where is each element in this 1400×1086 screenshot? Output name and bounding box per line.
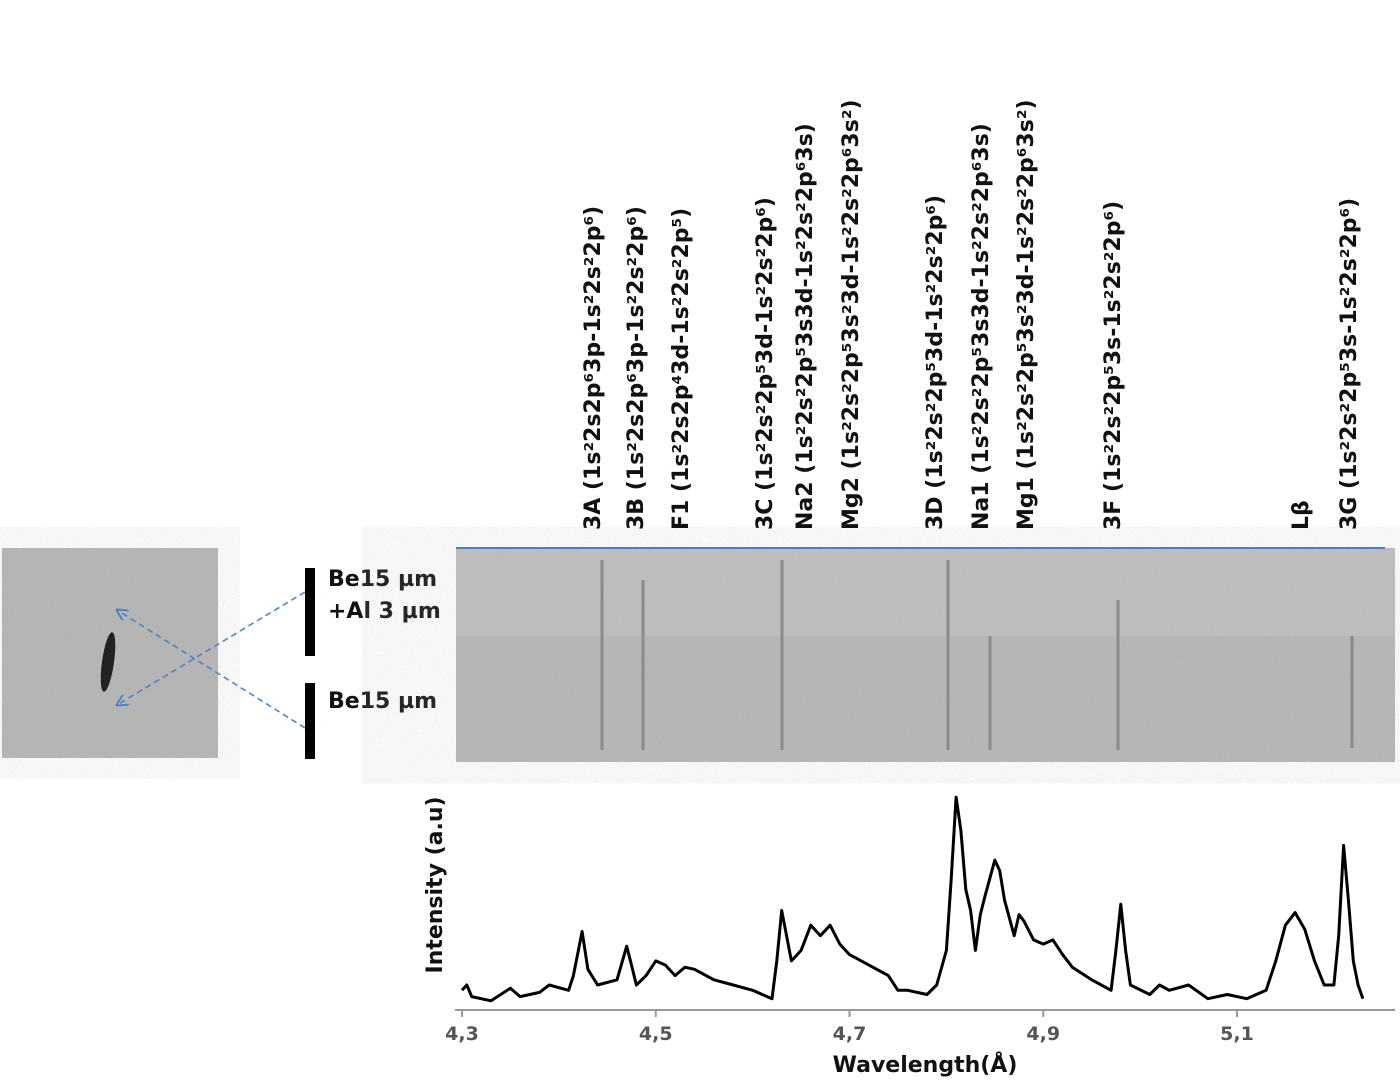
x-tick-label: 4,7 bbox=[833, 1023, 867, 1045]
line-label: 3D (1s²2s²2p⁵3d-1s²2s²2p⁶) bbox=[923, 195, 948, 530]
x-tick-label: 4,5 bbox=[639, 1023, 673, 1045]
filter-bar bbox=[305, 568, 315, 656]
filter-label: Be15 µm bbox=[328, 567, 437, 592]
arrows bbox=[117, 591, 306, 729]
filter-label: +Al 3 µm bbox=[328, 599, 441, 624]
y-axis-title: Intensity (a.u) bbox=[423, 796, 448, 973]
line-label: F1 (1s²2s2p⁴3d-1s²2s²2p⁵) bbox=[669, 208, 694, 530]
x-tick-label: 5,1 bbox=[1220, 1023, 1254, 1045]
pinhole-image bbox=[2, 548, 218, 758]
spectrogram bbox=[456, 547, 1395, 762]
x-tick-label: 4,3 bbox=[445, 1023, 479, 1045]
line-label: 3B (1s²2s2p⁶3p-1s²2s²2p⁶) bbox=[624, 206, 649, 530]
filter-bar bbox=[305, 683, 315, 759]
line-label: Na2 (1s²2s²2p⁵3s3d-1s²2s²2p⁶3s) bbox=[793, 123, 818, 530]
x-axis-title: Wavelength(Å) bbox=[833, 1052, 1018, 1078]
line-label: Mg2 (1s²2s²2p⁵3s²3d-1s²2s²2p⁶3s²) bbox=[839, 99, 864, 530]
line-label: 3A (1s²2s2p⁶3p-1s²2s²2p⁶) bbox=[581, 206, 606, 530]
spectrum-line bbox=[460, 795, 1365, 1003]
line-label: Na1 (1s²2s²2p⁵3s3d-1s²2s²2p⁶3s) bbox=[969, 123, 994, 530]
x-tick-label: 4,9 bbox=[1026, 1023, 1060, 1045]
line-label: 3F (1s²2s²2p⁵3s-1s²2s²2p⁶) bbox=[1101, 201, 1126, 530]
line-label: Mg1 (1s²2s²2p⁵3s²3d-1s²2s²2p⁶3s²) bbox=[1014, 99, 1039, 530]
line-label: Lβ bbox=[1289, 500, 1314, 530]
line-label: 3C (1s²2s²2p⁵3d-1s²2s²2p⁶) bbox=[753, 197, 778, 530]
line-label: 3G (1s²2s²2p⁵3s-1s²2s²2p⁶) bbox=[1337, 198, 1362, 530]
filter-label: Be15 µm bbox=[328, 689, 437, 714]
